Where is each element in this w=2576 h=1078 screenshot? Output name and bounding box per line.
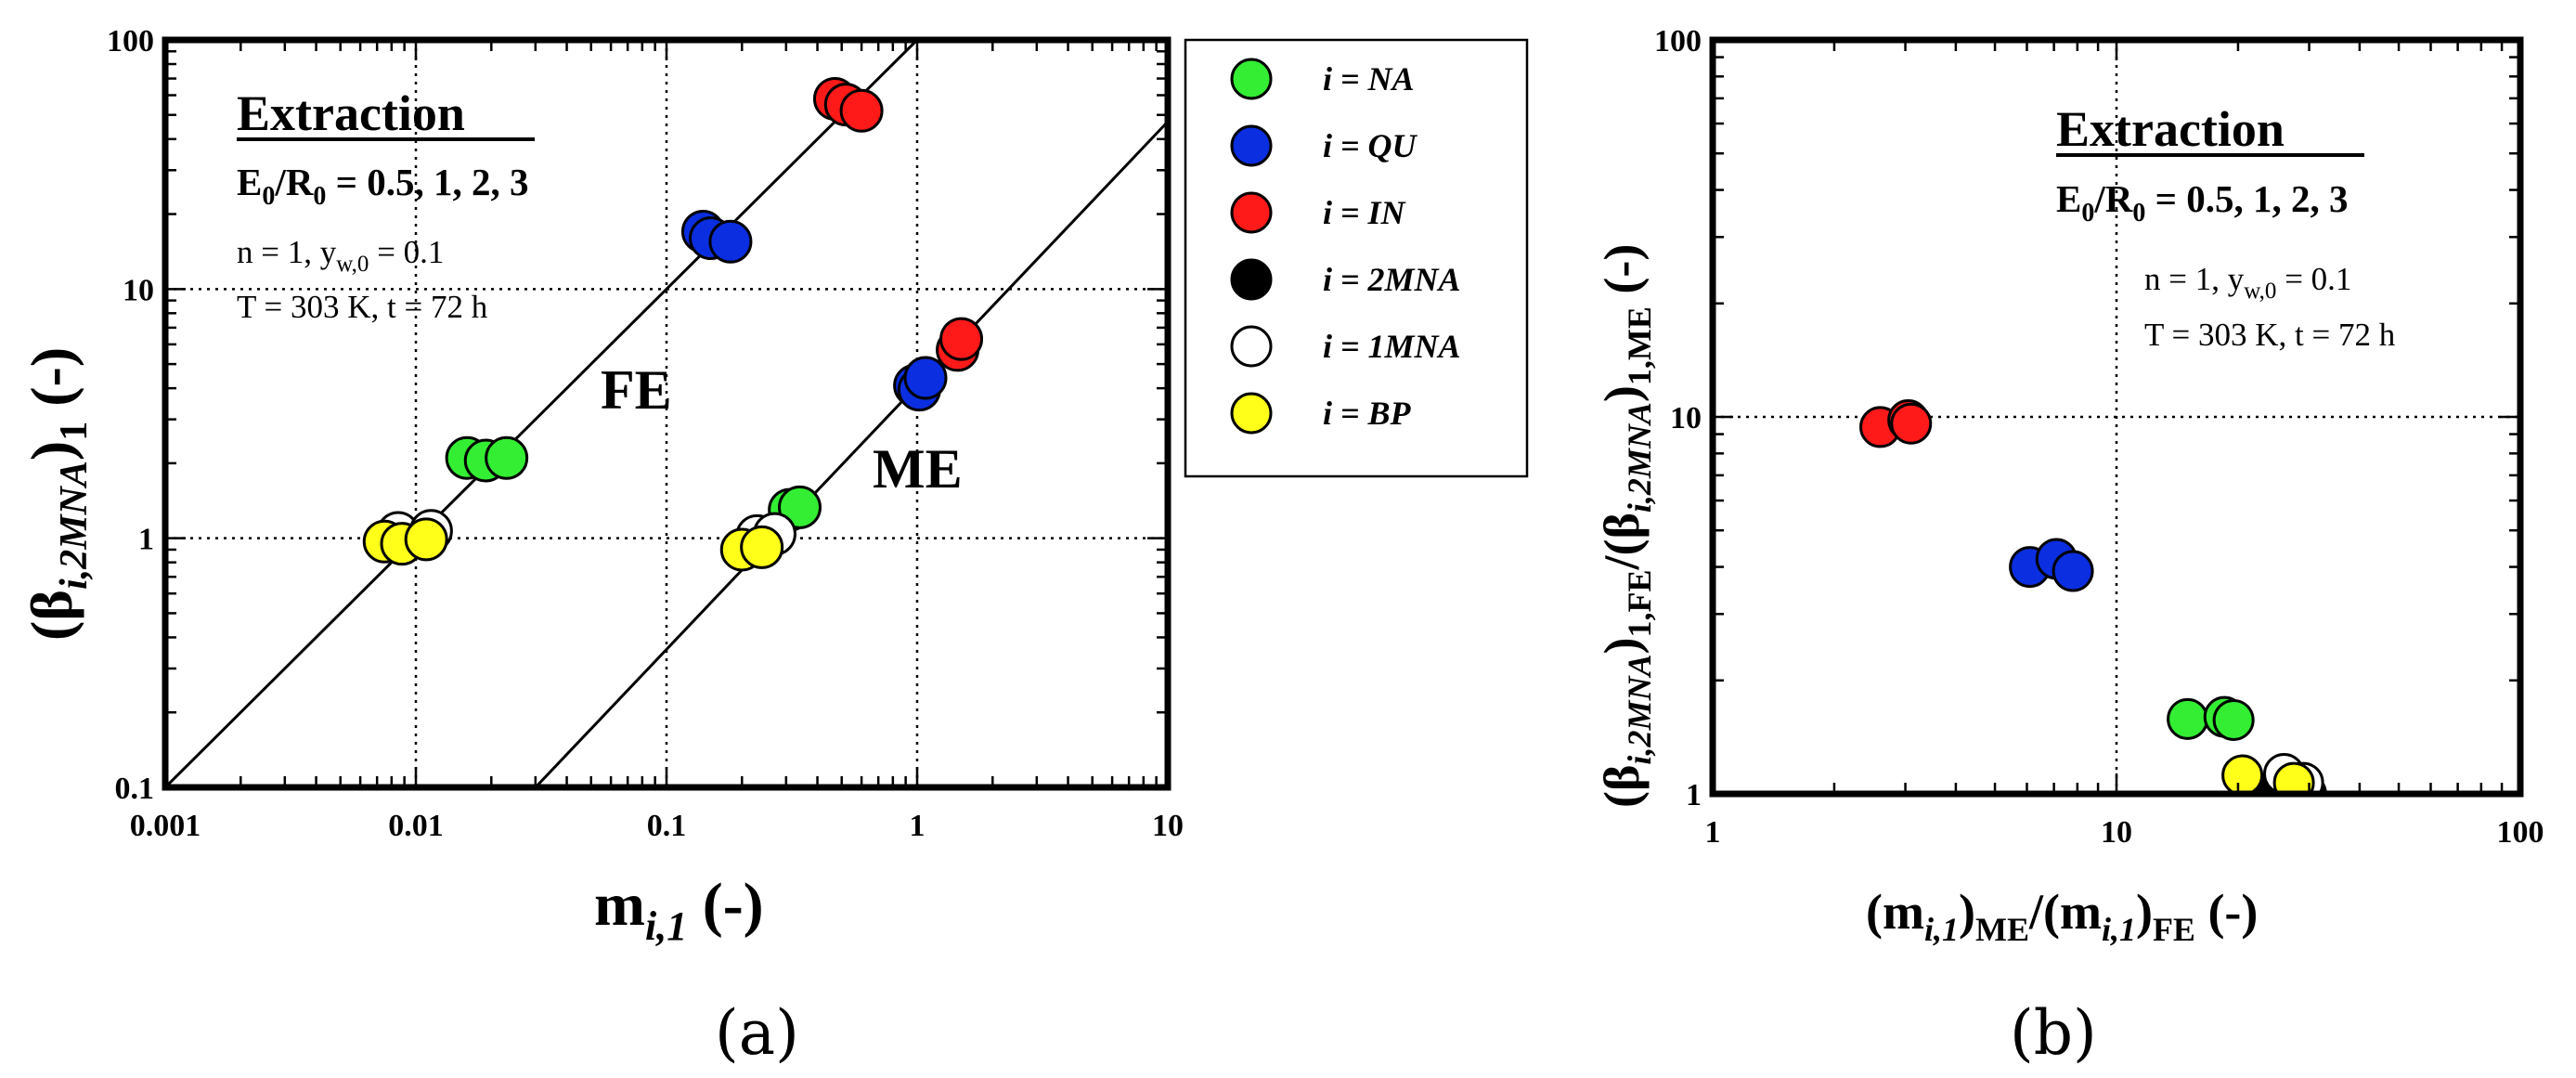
point-i-na	[2212, 698, 2255, 741]
point-i-qu	[903, 356, 948, 400]
ticks-b: 1 10 100 1 10 100	[1654, 24, 2544, 850]
x-tick-label: 10	[1152, 809, 1184, 843]
x-tick-label: 10	[2101, 815, 2132, 850]
point-i-qu	[708, 219, 753, 264]
me-label: ME	[873, 438, 963, 500]
legend-marker-1mna	[1230, 325, 1273, 368]
point-i-qu	[2052, 550, 2094, 592]
extraction-title-b: Extraction	[2056, 101, 2285, 157]
point-i-na	[777, 485, 822, 529]
legend-label: i = NA	[1323, 60, 1415, 97]
fe-label: FE	[601, 359, 672, 421]
panel-label-a: (a)	[715, 997, 799, 1069]
conditions-line1-b: n = 1, yw,0 = 0.1	[2144, 261, 2351, 304]
point-i-bp	[2221, 754, 2264, 794]
legend-label: i = 1MNA	[1323, 328, 1461, 365]
legend: i = NA i = QU i = IN i = 2MNA i = 1MNA i = BP	[1184, 38, 1529, 478]
ratio-label-b: E0/R0 = 0.5, 1, 2, 3	[2056, 177, 2348, 227]
y-tick-label: 1	[1686, 778, 1702, 812]
conditions-line2-a: T = 303 K, t = 72 h	[237, 289, 488, 325]
legend-label: i = BP	[1323, 395, 1412, 432]
x-tick-label: 0.01	[388, 809, 444, 843]
y-tick-label: 100	[1654, 24, 1702, 58]
y-tick-label: 10	[1670, 401, 1702, 435]
x-axis-label-a: mi,1 (-)	[594, 871, 764, 949]
legend-marker-bp	[1230, 392, 1273, 435]
legend-marker-in	[1230, 191, 1273, 234]
points-a	[362, 76, 984, 572]
point-i-bp	[2272, 761, 2315, 794]
grid-b	[1713, 40, 2520, 794]
chart-panel-b: 1 10 100 1 10 100 Extraction E0/R0 = 0.5, 1, …	[1594, 24, 2544, 1069]
legend-marker-na	[1230, 58, 1273, 100]
x-tick-label: 1	[910, 809, 926, 843]
x-tick-label: 100	[2497, 815, 2544, 850]
legend-marker-qu	[1230, 124, 1273, 167]
ratio-label-a: E0/R0 = 0.5, 1, 2, 3	[237, 161, 528, 211]
fit-line-me	[534, 120, 1168, 787]
x-tick-label: 0.001	[130, 809, 201, 843]
y-axis-label-b: (βi,2MNA)1,FE/(βi,2MNA)1,ME (-)	[1594, 244, 1658, 808]
legend-label: i = IN	[1323, 194, 1407, 231]
legend-label: i = QU	[1323, 127, 1418, 164]
y-tick-label: 100	[107, 24, 154, 58]
x-tick-label: 1	[1705, 815, 1721, 850]
legend-label: i = 2MNA	[1323, 261, 1461, 298]
point-i-bp	[740, 525, 784, 569]
fit-line-fe	[165, 40, 919, 787]
point-i-in	[839, 88, 884, 133]
points-b	[1859, 399, 2327, 794]
point-i-in	[1890, 402, 1933, 445]
y-tick-label: 1	[138, 523, 154, 557]
legend-marker-2mna	[1230, 258, 1273, 301]
chart-panel-a: 0.001 0.01 0.1 1 10 0.1 1 10 100 Extraction E0/R…	[19, 24, 1184, 1069]
point-i-na	[485, 435, 529, 480]
point-i-in	[939, 317, 984, 361]
panel-label-b: (b)	[2010, 997, 2097, 1069]
point-i-bp	[404, 517, 448, 562]
conditions-line1-a: n = 1, yw,0 = 0.1	[237, 234, 444, 277]
point-i-na	[2167, 697, 2209, 740]
ticks-a: 0.001 0.01 0.1 1 10 0.1 1 10 100	[107, 24, 1184, 843]
y-tick-label: 0.1	[115, 772, 155, 806]
extraction-title-a: Extraction	[237, 85, 465, 141]
y-axis-label-a: (βi,2MNA)1 (-)	[19, 347, 96, 641]
fit-lines-a	[165, 40, 1168, 787]
x-tick-label: 0.1	[647, 809, 687, 843]
x-axis-label-b: (mi,1)ME/(mi,1)FE (-)	[1866, 884, 2258, 948]
conditions-line2-b: T = 303 K, t = 72 h	[2144, 317, 2396, 353]
y-tick-label: 10	[123, 273, 154, 307]
